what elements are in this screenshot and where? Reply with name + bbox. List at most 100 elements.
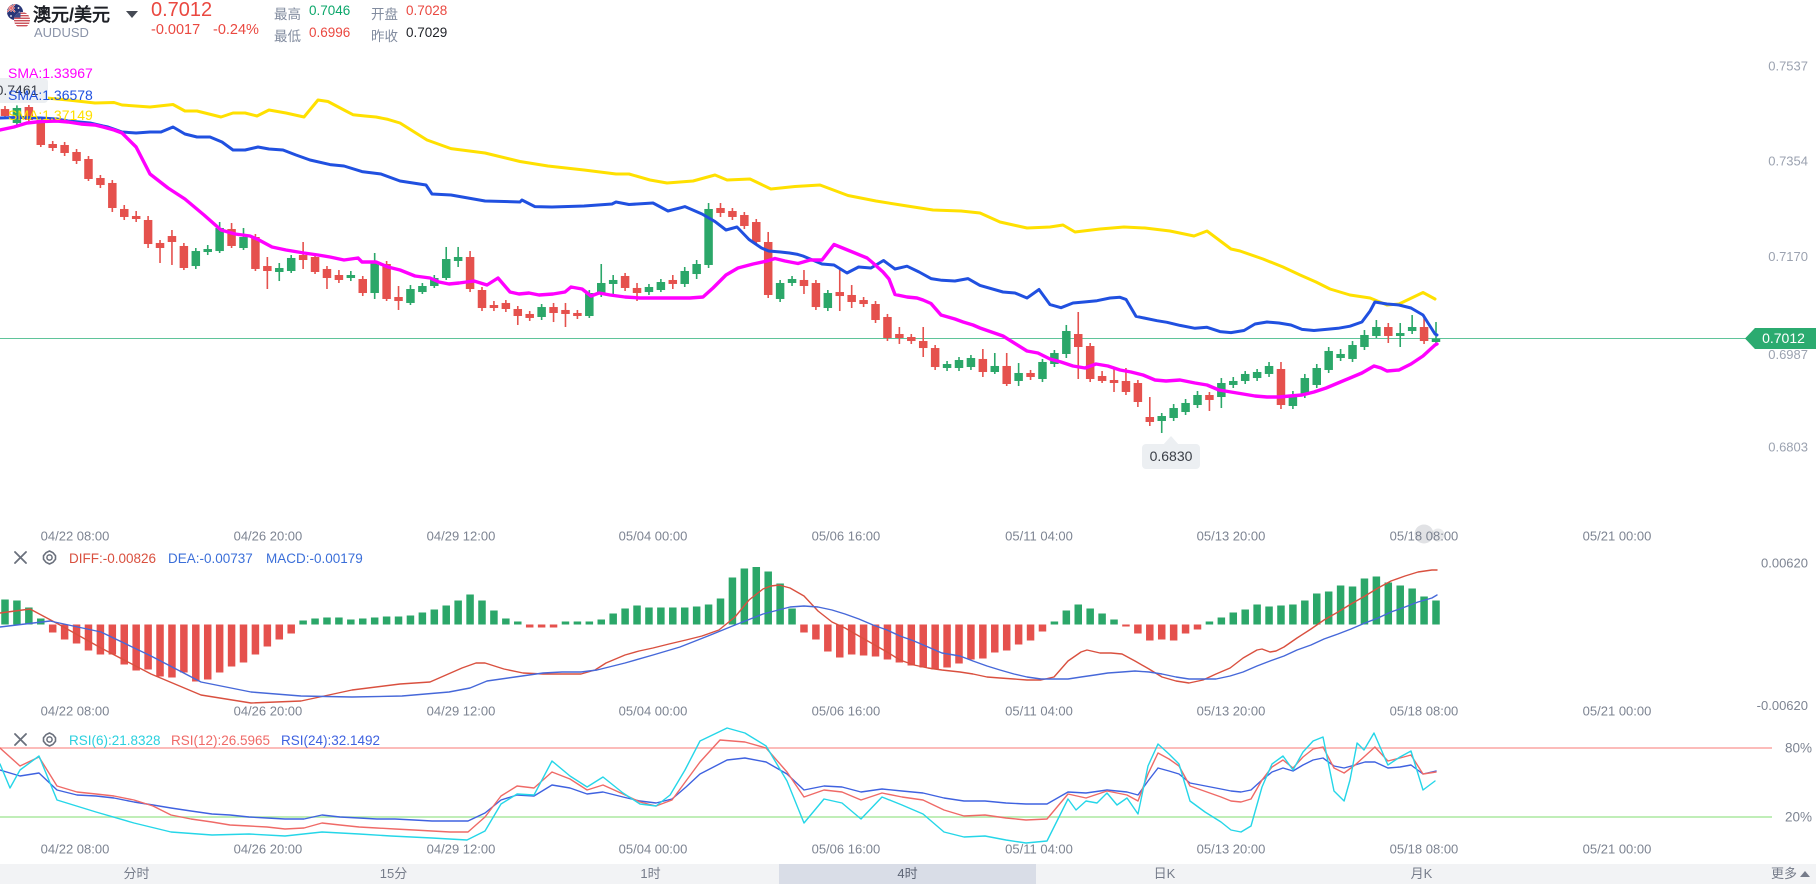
macd-bar (776, 583, 784, 625)
tab-4hour[interactable]: 4时 (779, 864, 1036, 884)
macd-bar (466, 594, 474, 625)
macd-bar (991, 624, 999, 653)
macd-close-icon[interactable] (14, 551, 27, 564)
low-label: 最低 (274, 29, 301, 44)
price-axis-label: 0.7354 (1768, 153, 1808, 168)
macd-bar (275, 624, 284, 640)
macd-macd-value: MACD:-0.00179 (266, 551, 363, 566)
price-axis-label: 0.6987 (1768, 347, 1808, 362)
candle-body (1229, 380, 1238, 385)
tab-monthly[interactable]: 月K (1410, 866, 1433, 881)
pair-dropdown-caret-icon[interactable] (126, 11, 138, 18)
candle-body (966, 357, 976, 368)
time-axis-label: 04/29 12:00 (427, 704, 496, 719)
tab-daily[interactable]: 日K (1153, 866, 1176, 881)
candle-body (1205, 394, 1214, 400)
tab-15min[interactable]: 15分 (379, 866, 408, 881)
macd-bar (847, 624, 856, 655)
touch-indicator (1414, 524, 1434, 544)
macd-bar (633, 605, 641, 625)
pair-name[interactable]: 澳元/美元 (33, 5, 111, 25)
candle-body (394, 297, 403, 302)
rsi-close-icon[interactable] (14, 733, 27, 746)
candle-body (48, 144, 57, 149)
more-arrow-up-icon (1800, 871, 1810, 877)
macd-bar (1265, 606, 1273, 625)
candle-body (525, 313, 534, 318)
macd-bar (895, 624, 904, 663)
price-change: -0.0017 (151, 22, 201, 38)
macd-bar (788, 608, 796, 625)
candle-body (573, 312, 582, 317)
macd-bar (621, 608, 629, 625)
macd-bar (1324, 591, 1333, 625)
tab-1hour[interactable]: 1时 (640, 866, 661, 881)
macd-bar (800, 624, 808, 633)
time-axis-label: 05/06 16:00 (812, 529, 881, 544)
macd-bar (1157, 624, 1166, 640)
rsi-settings-icon[interactable] (42, 732, 57, 747)
time-axis-label: 05/11 04:00 (1005, 842, 1073, 857)
candle-body (430, 278, 439, 287)
candle-body (1419, 327, 1429, 342)
candle-body (823, 293, 833, 309)
macd-bar (48, 624, 57, 633)
sma2-label: SMA:1.36578 (8, 87, 93, 103)
candle-body (1133, 383, 1143, 403)
macd-bar (871, 624, 880, 657)
timeframe-tabbar: 分时 15分 1时 4时 日K 月K 更多 (0, 864, 1816, 884)
macd-bar (394, 616, 403, 625)
macd-bar (1205, 621, 1214, 625)
macd-bar (168, 624, 176, 678)
current-price-badge: 0.7012 (1745, 328, 1816, 349)
candle-body (895, 334, 904, 339)
price-axis-label: 0.7537 (1768, 59, 1808, 74)
candle-body (799, 279, 809, 287)
macd-bar (657, 607, 665, 625)
candle-body (84, 159, 93, 179)
candle-body (537, 307, 546, 317)
high-value: 0.7046 (309, 3, 351, 18)
macd-bar (478, 600, 486, 625)
candle-body (704, 208, 713, 265)
candle-body (835, 292, 844, 297)
tab-fenshi[interactable]: 分时 (123, 866, 150, 881)
candle-body (0, 109, 10, 116)
candle-body (1121, 380, 1131, 392)
candle-body (501, 302, 511, 309)
macd-bar (1122, 624, 1130, 627)
time-axis-label: 05/13 20:00 (1197, 529, 1266, 544)
macd-bar (299, 620, 307, 625)
candle-body (1276, 368, 1286, 406)
macd-bar (1086, 608, 1094, 625)
candle-body (763, 241, 773, 295)
macd-bar (1181, 624, 1190, 634)
candle-body (787, 278, 797, 283)
macd-bar (883, 624, 892, 660)
rsi12-value: RSI(12):26.5965 (171, 733, 271, 748)
macd-axis-min: -0.00620 (1757, 698, 1808, 713)
pair-code: AUDUSD (34, 25, 89, 40)
candle-body (811, 282, 821, 308)
candle-body (1372, 327, 1381, 336)
time-axis-label: 05/06 16:00 (812, 704, 881, 719)
macd-bar (1146, 624, 1154, 641)
macd-bar (1193, 624, 1202, 630)
macd-settings-icon[interactable] (42, 550, 57, 565)
tab-more[interactable]: 更多 (1771, 864, 1810, 884)
macd-bar (25, 607, 33, 625)
candle-body (370, 261, 379, 294)
macd-bar (430, 609, 439, 625)
sma3-line (0, 92, 1437, 307)
macd-bar (716, 598, 725, 625)
macd-bar (382, 616, 391, 625)
rsi12-line (0, 739, 1437, 833)
candle-body (72, 151, 81, 161)
candle-body (954, 360, 964, 369)
macd-bar (180, 624, 188, 673)
macd-bar (1348, 586, 1357, 625)
macd-bar (442, 605, 450, 625)
macd-bar (1372, 576, 1381, 625)
candle-body (1300, 378, 1310, 395)
